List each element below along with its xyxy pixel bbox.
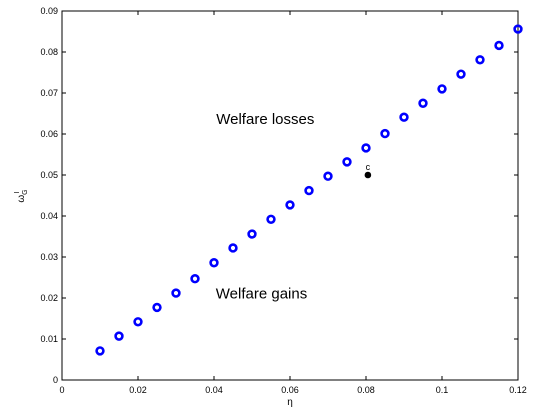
data-point — [114, 331, 124, 341]
svg-text:ωGI: ωGI — [14, 189, 29, 202]
x-tick-label: 0.02 — [129, 385, 147, 395]
point-c-marker — [364, 171, 372, 179]
x-axis-ticks: 0 0.02 0.04 0.06 0.08 0.1 0.12 — [59, 11, 527, 395]
data-point — [437, 84, 447, 94]
data-point — [152, 302, 162, 313]
x-tick-label: 0.06 — [281, 385, 299, 395]
x-axis-label: η — [287, 397, 293, 408]
chart-annotations: Welfare losses Welfare gains — [216, 111, 315, 303]
x-tick-label: 0.04 — [205, 385, 223, 395]
data-point — [209, 258, 219, 268]
data-point — [171, 288, 181, 298]
y-tick-label: 0.04 — [40, 211, 58, 221]
data-point — [95, 346, 105, 356]
data-point — [513, 24, 523, 34]
y-tick-label: 0.02 — [40, 293, 58, 303]
data-point — [285, 200, 295, 210]
data-point — [228, 243, 238, 253]
x-tick-label: 0.1 — [436, 385, 449, 395]
x-tick-label: 0 — [59, 385, 64, 395]
data-point — [266, 214, 276, 224]
region-annotation: Welfare gains — [216, 285, 307, 302]
data-point — [456, 69, 466, 79]
data-point — [190, 274, 200, 284]
data-series: c — [95, 24, 523, 356]
data-point — [247, 229, 257, 239]
y-axis-label: ωGI — [14, 189, 29, 202]
y-tick-label: 0.09 — [40, 6, 58, 16]
data-point — [342, 157, 352, 167]
plot-area — [61, 10, 519, 381]
data-point — [361, 143, 371, 153]
y-axis-ticks: 0 0.01 0.02 0.03 0.04 0.05 0.06 0.07 0.08 0.09 — [40, 6, 518, 385]
data-point — [418, 98, 428, 108]
data-point — [380, 128, 390, 139]
y-axis-label-superscript: I — [14, 191, 21, 193]
y-tick-label: 0.01 — [40, 334, 58, 344]
data-point — [475, 55, 485, 65]
data-point — [304, 185, 314, 196]
x-tick-label: 0.08 — [357, 385, 375, 395]
point-c-label: c — [366, 162, 371, 172]
y-tick-label: 0 — [53, 375, 58, 385]
data-point — [494, 40, 504, 51]
x-tick-label: 0.12 — [509, 385, 527, 395]
y-axis-label-subscript: G — [22, 189, 29, 194]
y-tick-label: 0.07 — [40, 88, 58, 98]
y-tick-label: 0.05 — [40, 170, 58, 180]
region-annotation: Welfare losses — [216, 111, 314, 128]
data-point — [133, 317, 143, 327]
y-tick-label: 0.06 — [40, 129, 58, 139]
data-point — [323, 171, 333, 181]
y-tick-label: 0.03 — [40, 252, 58, 262]
data-point — [399, 112, 409, 122]
y-tick-label: 0.08 — [40, 47, 58, 57]
y-axis-label-main: ω — [16, 195, 27, 203]
